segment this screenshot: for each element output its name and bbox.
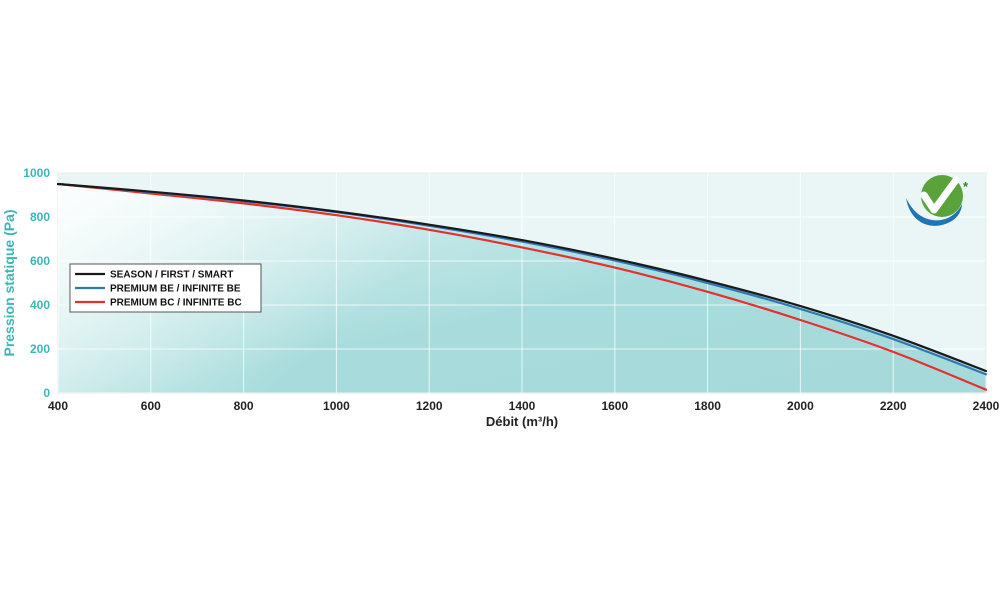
x-tick-label: 800 (234, 399, 254, 413)
x-tick-label: 2000 (787, 399, 814, 413)
y-tick-label: 600 (30, 254, 50, 268)
x-tick-label: 1200 (416, 399, 443, 413)
y-tick-label: 200 (30, 342, 50, 356)
y-axis-title: Pression statique (Pa) (1, 209, 17, 356)
logo-asterisk: * (963, 179, 969, 194)
y-tick-label: 400 (30, 298, 50, 312)
legend-label: PREMIUM BE / INFINITE BE (110, 284, 241, 295)
y-tick-label: 800 (30, 210, 50, 224)
series-lines (56, 182, 988, 391)
x-tick-labels: 400 600 800 1000 1200 1400 1600 1800 2000 2200 240… (48, 399, 1000, 413)
legend-label: SEASON / FIRST / SMART (110, 270, 233, 281)
series-line (56, 182, 988, 373)
x-tick-label: 1800 (694, 399, 721, 413)
x-axis-title: Débit (m³/h) (486, 414, 558, 429)
logo-blue-swoosh (906, 198, 962, 226)
x-tick-label: 400 (48, 399, 68, 413)
y-tick-label: 1000 (23, 166, 50, 180)
y-tick-label: 0 (43, 386, 50, 400)
check-icon (920, 176, 960, 214)
series-line (56, 182, 988, 391)
legend-label: PREMIUM BC / INFINITE BC (110, 298, 242, 309)
x-tick-label: 1600 (601, 399, 628, 413)
x-tick-label: 2400 (973, 399, 1000, 413)
x-tick-label: 1000 (323, 399, 350, 413)
x-tick-label: 600 (141, 399, 161, 413)
x-tick-label: 1400 (509, 399, 536, 413)
legend: SEASON / FIRST / SMART PREMIUM BE / INFIN… (69, 263, 262, 313)
quality-check-logo: * (906, 175, 969, 226)
y-tick-labels: 0 200 400 600 800 1000 (23, 166, 50, 400)
x-tick-label: 2200 (880, 399, 907, 413)
